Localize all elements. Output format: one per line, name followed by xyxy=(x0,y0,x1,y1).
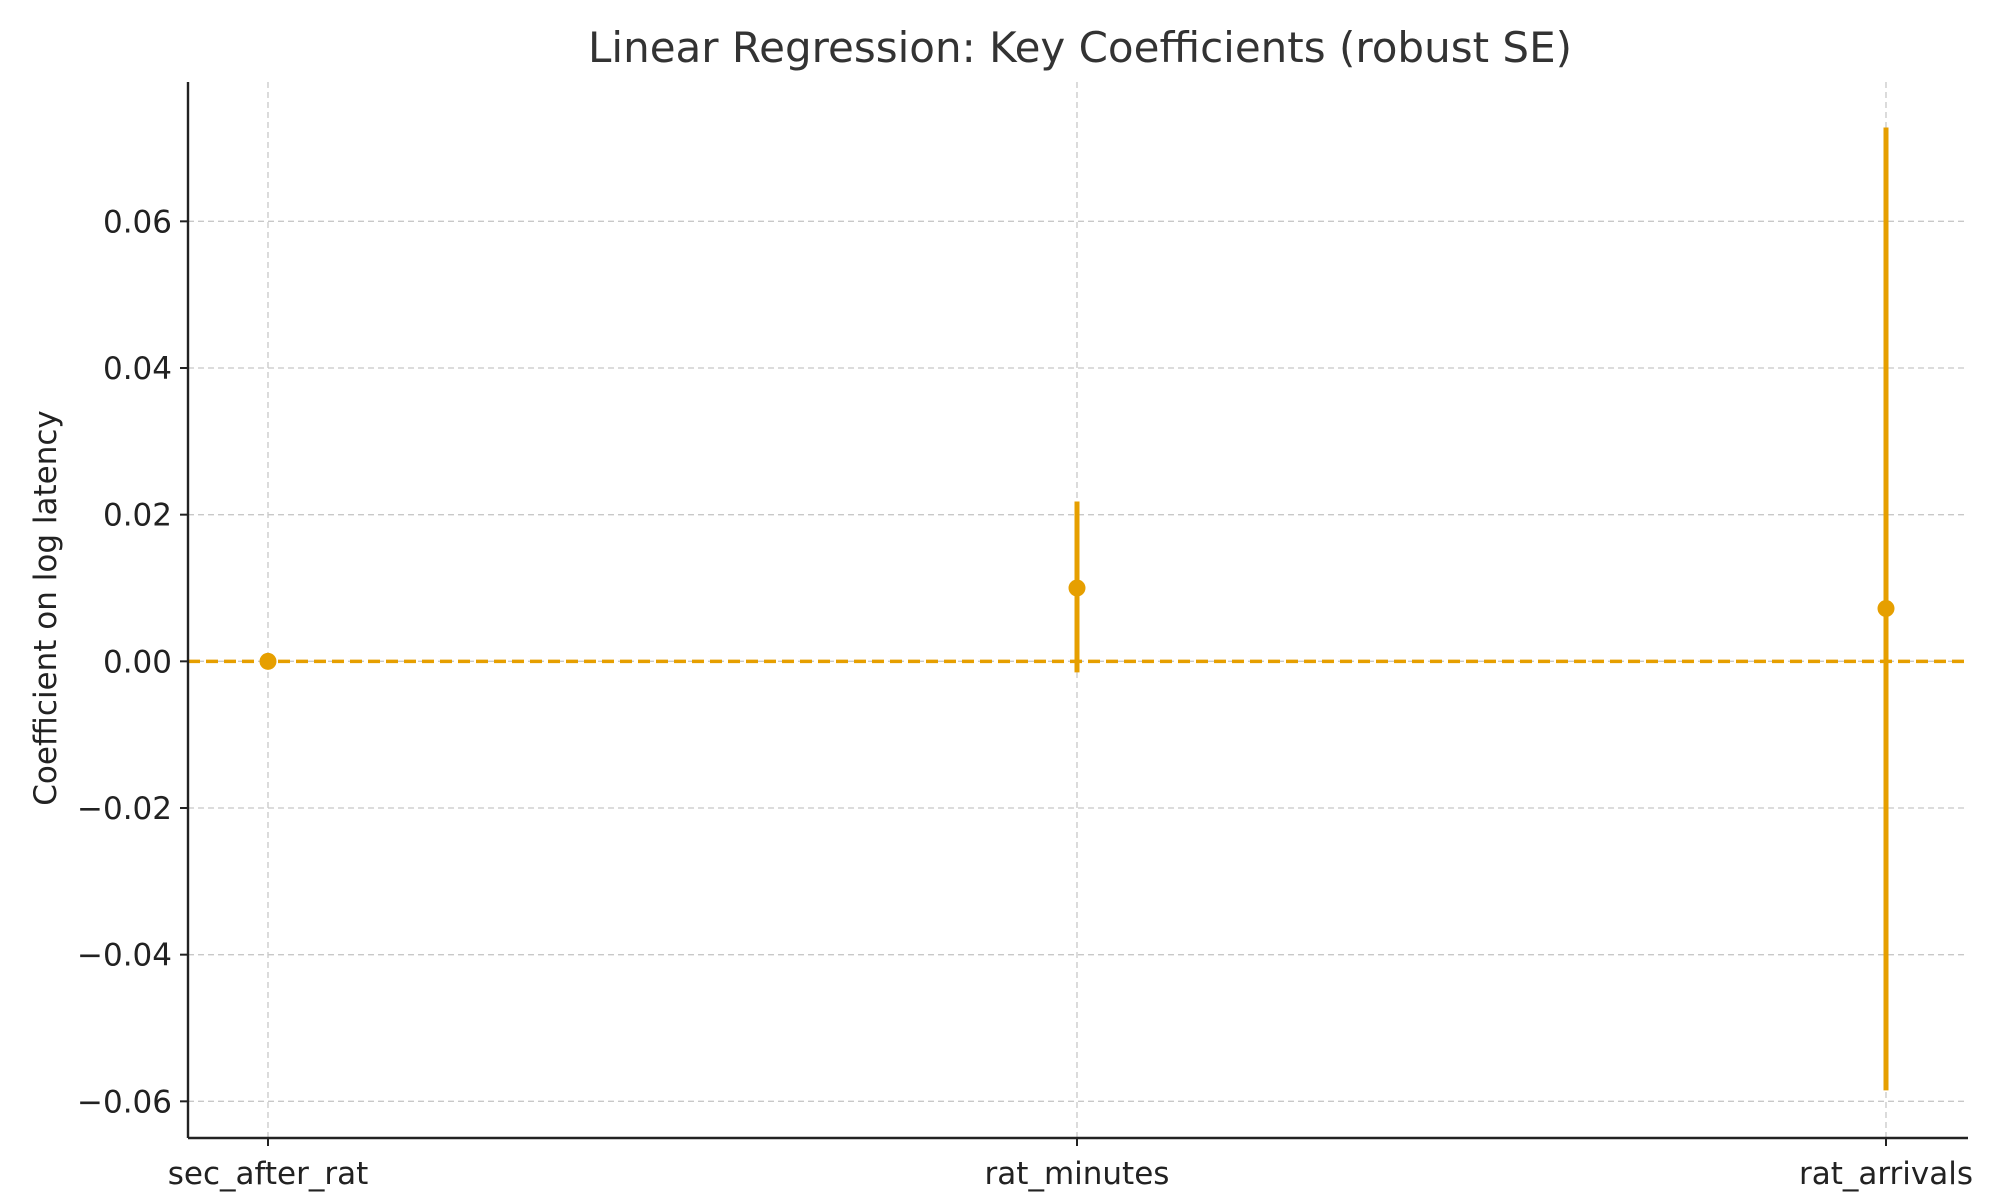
y-tick-label: 0.06 xyxy=(103,204,172,240)
coefficient-point xyxy=(1877,600,1895,618)
y-tick-label: 0.02 xyxy=(103,498,172,534)
y-tick-label: −0.06 xyxy=(77,1084,172,1120)
x-tick-label: rat_arrivals xyxy=(1799,1156,1973,1192)
x-tick-label: sec_after_rat xyxy=(168,1156,369,1192)
y-axis-label: Coefficient on log latency xyxy=(28,410,64,806)
axis-layer xyxy=(180,82,1968,1146)
y-tick-label: 0.04 xyxy=(103,351,172,387)
coefficient-point xyxy=(1068,579,1086,597)
y-tick-label: −0.02 xyxy=(77,791,172,827)
chart-title: Linear Regression: Key Coefficients (rob… xyxy=(588,23,1572,72)
coefficient-point xyxy=(259,652,277,670)
x-tick-label: rat_minutes xyxy=(985,1156,1170,1192)
marks-layer xyxy=(259,127,1895,1091)
y-tick-label: 0.00 xyxy=(103,644,172,680)
y-tick-label: −0.04 xyxy=(77,938,172,974)
tick-label-layer: −0.06 −0.04 −0.02 0.00 0.02 0.04 0.06 sec_after… xyxy=(77,204,1973,1192)
